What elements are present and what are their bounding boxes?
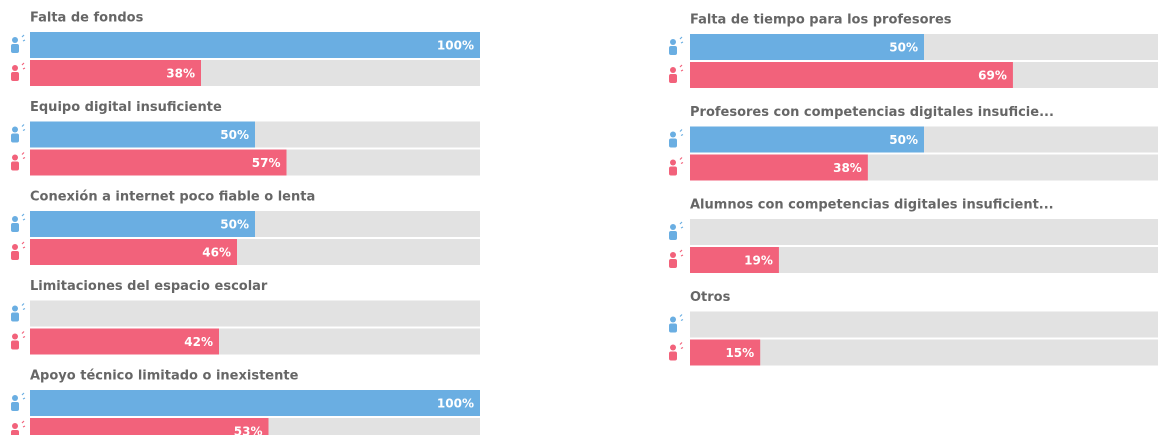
value-label: 50% xyxy=(889,133,918,147)
person-icon xyxy=(669,323,677,333)
person-icon xyxy=(670,159,676,166)
value-label: 69% xyxy=(978,69,1007,83)
person-icon xyxy=(670,67,676,73)
person-icon xyxy=(12,395,18,401)
value-label: 100% xyxy=(437,397,474,411)
person-icon xyxy=(21,213,26,221)
person-icon xyxy=(11,133,19,143)
person-icon xyxy=(12,244,18,250)
person-icon xyxy=(669,46,677,55)
category-label: Limitaciones del espacio escolar xyxy=(30,279,268,294)
person-icon xyxy=(11,430,19,435)
bar xyxy=(690,34,924,60)
value-label: 38% xyxy=(166,67,195,81)
category-label: Falta de tiempo para los profesores xyxy=(690,13,952,28)
value-label: 53% xyxy=(234,425,263,435)
person-icon xyxy=(21,420,26,428)
person-icon xyxy=(679,64,684,72)
person-icon xyxy=(12,37,18,43)
person-icon xyxy=(669,166,677,176)
person-icon xyxy=(12,423,18,429)
category-label: Conexión a internet poco fiable o lenta xyxy=(30,190,315,205)
bar xyxy=(30,32,480,58)
person-icon xyxy=(11,251,19,260)
person-icon xyxy=(670,344,676,351)
category-label: Equipo digital insuficiente xyxy=(30,100,222,115)
person-icon xyxy=(679,342,684,350)
person-icon xyxy=(11,340,19,350)
bar xyxy=(30,418,269,435)
person-icon xyxy=(12,154,18,161)
person-icon xyxy=(669,231,677,240)
category-label: Alumnos con competencias digitales insuf… xyxy=(690,198,1054,213)
bar xyxy=(690,62,1013,88)
value-label: 50% xyxy=(220,128,249,142)
bar xyxy=(690,126,924,153)
person-icon xyxy=(21,392,26,400)
person-icon xyxy=(11,44,19,53)
person-icon xyxy=(670,39,676,45)
value-label: 57% xyxy=(252,156,281,170)
person-icon xyxy=(12,65,18,71)
person-icon xyxy=(21,331,26,339)
person-icon xyxy=(11,402,19,411)
bar xyxy=(30,211,255,237)
person-icon xyxy=(670,224,676,230)
person-icon xyxy=(679,249,684,257)
person-icon xyxy=(21,62,26,70)
person-icon xyxy=(11,223,19,232)
person-icon xyxy=(679,36,684,44)
value-label: 15% xyxy=(725,346,754,360)
bar xyxy=(690,154,868,181)
person-icon xyxy=(11,161,19,171)
bar xyxy=(690,247,779,273)
person-icon xyxy=(679,157,684,165)
value-label: 19% xyxy=(744,254,773,268)
person-icon xyxy=(11,72,19,81)
value-label: 38% xyxy=(833,161,862,175)
category-label: Otros xyxy=(690,290,731,305)
person-icon xyxy=(21,241,26,249)
person-icon xyxy=(11,312,19,322)
bar-track xyxy=(690,339,1158,366)
person-icon xyxy=(12,333,18,340)
person-icon xyxy=(670,316,676,323)
person-icon xyxy=(12,126,18,133)
person-icon xyxy=(21,303,26,311)
person-icon xyxy=(679,314,684,322)
value-label: 46% xyxy=(202,246,231,260)
category-label: Apoyo técnico limitado o inexistente xyxy=(30,369,299,384)
person-icon xyxy=(669,351,677,361)
bar xyxy=(30,390,480,416)
person-icon xyxy=(670,131,676,138)
value-label: 50% xyxy=(889,41,918,55)
person-icon xyxy=(12,305,18,312)
person-icon xyxy=(669,74,677,83)
bar-track xyxy=(690,311,1158,338)
person-icon xyxy=(669,259,677,268)
bar-track xyxy=(30,300,480,327)
bar xyxy=(30,121,255,148)
category-label: Falta de fondos xyxy=(30,11,144,26)
person-icon xyxy=(669,138,677,148)
bar xyxy=(30,60,201,86)
bar xyxy=(30,149,287,176)
value-label: 50% xyxy=(220,218,249,232)
value-label: 42% xyxy=(184,335,213,349)
bar-track xyxy=(690,219,1158,245)
person-icon xyxy=(21,34,26,42)
bar xyxy=(30,239,237,265)
person-icon xyxy=(12,216,18,222)
person-icon xyxy=(679,129,684,137)
person-icon xyxy=(670,252,676,258)
person-icon xyxy=(21,152,26,160)
value-label: 100% xyxy=(437,39,474,53)
person-icon xyxy=(21,124,26,132)
bar xyxy=(690,339,761,366)
category-label: Profesores con competencias digitales in… xyxy=(690,105,1054,120)
bar xyxy=(30,328,219,355)
person-icon xyxy=(679,221,684,229)
